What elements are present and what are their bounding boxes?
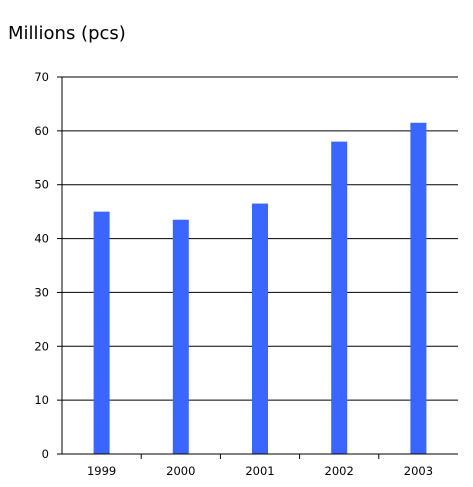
y-tick-label: 40 <box>34 232 49 246</box>
bar <box>410 122 427 455</box>
axes <box>61 77 458 455</box>
y-tick-label: 60 <box>34 124 49 138</box>
y-tick-label: 20 <box>34 339 49 353</box>
x-tick-label: 2003 <box>404 464 433 478</box>
x-tick-label: 2001 <box>245 464 274 478</box>
bar <box>93 211 110 454</box>
x-tick-label: 1999 <box>87 464 116 478</box>
bar <box>331 141 348 454</box>
x-tick-label: 2002 <box>325 464 354 478</box>
x-axis-ticks: 1999 2000 2001 2002 2003 <box>87 454 433 478</box>
y-tick-label: 0 <box>42 447 49 461</box>
bars <box>93 122 427 455</box>
y-tick-label: 10 <box>34 393 49 407</box>
x-tick-label: 2000 <box>166 464 195 478</box>
y-tick-label: 50 <box>34 178 49 192</box>
bar <box>172 219 189 454</box>
y-axis-ticks: 0 10 20 30 40 50 60 70 <box>34 70 62 461</box>
y-unit-label: Millions (pcs) <box>8 23 126 44</box>
y-tick-label: 70 <box>34 70 49 84</box>
y-tick-label: 30 <box>34 285 49 299</box>
bar <box>252 203 268 454</box>
